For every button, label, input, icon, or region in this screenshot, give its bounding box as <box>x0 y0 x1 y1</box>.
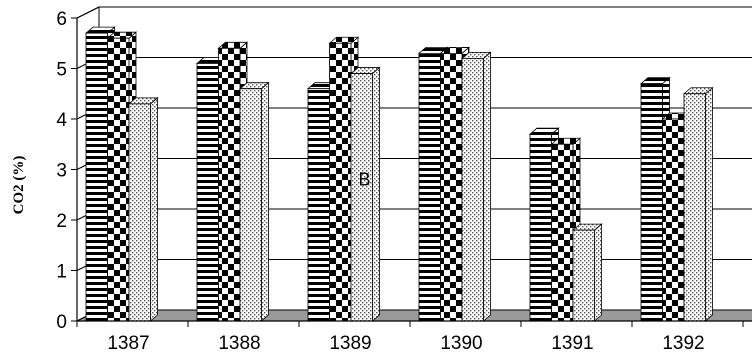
x-tick-label: 1388 <box>218 333 260 354</box>
x-tick-label: 1392 <box>662 333 704 354</box>
gridline-depth <box>76 6 100 19</box>
annotation-label: B <box>358 170 370 190</box>
bar <box>529 133 552 322</box>
bar <box>239 88 262 322</box>
bar-side <box>261 81 269 322</box>
y-tick-label: 2 <box>56 211 67 232</box>
bar <box>128 103 151 322</box>
bar <box>329 42 352 322</box>
bar <box>350 73 373 322</box>
bar <box>640 83 663 322</box>
y-tick-label: 5 <box>56 60 67 81</box>
x-tick-label: 1387 <box>107 333 149 354</box>
y-tick-label: 3 <box>56 161 67 182</box>
bar <box>662 118 685 322</box>
x-tick-labels: 1387 1388 1389 1390 1391 1392 <box>76 321 744 354</box>
bar-side <box>372 66 380 322</box>
bar <box>440 52 463 322</box>
bar-side <box>150 96 158 322</box>
y-tick-labels: 0 1 2 3 4 5 6 <box>56 9 77 333</box>
y-tick-label: 4 <box>56 110 67 131</box>
bar-side <box>483 51 491 322</box>
bar <box>461 58 484 322</box>
bar <box>572 229 595 322</box>
y-tick-label: 1 <box>56 262 67 283</box>
bar <box>107 37 130 322</box>
bar <box>196 63 219 322</box>
bar <box>218 47 241 322</box>
annotations: B <box>358 170 370 190</box>
y-tick-label: 6 <box>56 9 67 30</box>
bar <box>683 93 706 322</box>
bar-series <box>84 26 714 322</box>
bar-side <box>594 223 602 322</box>
x-tick-label: 1391 <box>551 333 593 354</box>
y-axis-label: CO2 (%) <box>11 156 27 215</box>
bar-side <box>705 86 713 322</box>
bar <box>418 52 441 322</box>
x-tick-label: 1389 <box>329 333 371 354</box>
y-tick-label: 0 <box>56 312 67 333</box>
bar <box>85 32 108 322</box>
x-tick-label: 1390 <box>440 333 482 354</box>
bar <box>551 143 574 322</box>
bar <box>307 88 330 322</box>
